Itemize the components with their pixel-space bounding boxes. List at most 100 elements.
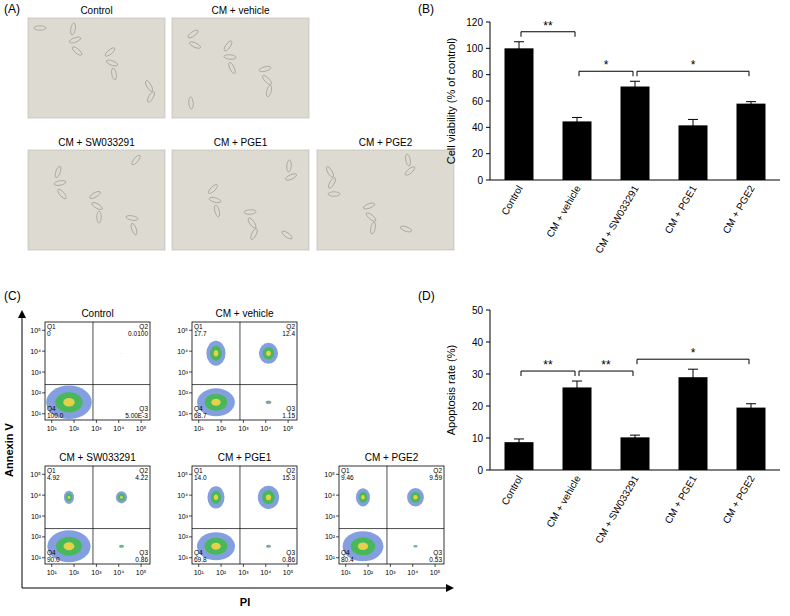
x-tick-label: 10³ <box>91 425 102 432</box>
population-core <box>121 402 122 403</box>
population <box>206 341 225 366</box>
x-tick <box>141 420 142 423</box>
x-tick-label: 10¹ <box>47 569 58 576</box>
image-title: CM + SW033291 <box>58 137 135 148</box>
x-tick-label: 10¹ <box>341 569 352 576</box>
significance-bracket: ** <box>579 358 633 376</box>
figure: (A)ControlCM + vehicleCM + SW033291CM + … <box>0 0 790 616</box>
gate-line-x <box>239 466 240 564</box>
significance-bracket: * <box>637 58 749 76</box>
population-mid <box>351 537 376 555</box>
y-tick <box>336 536 339 537</box>
cell-outline <box>54 166 62 179</box>
gate-line-x <box>239 322 240 420</box>
quadrant-value: 12.4 <box>282 330 295 337</box>
y-tick-label: 10⁴ <box>177 492 188 499</box>
population-outer <box>64 491 74 504</box>
gate-line-x <box>92 466 93 564</box>
x-tick-label: 10⁵ <box>136 569 147 576</box>
quadrant-value: 69.8 <box>194 556 207 563</box>
population-core <box>268 545 269 547</box>
y-tick-label: 10⁵ <box>30 327 41 334</box>
y-tick <box>189 557 192 558</box>
x-tick-label: 10⁵ <box>283 425 294 432</box>
population <box>46 385 92 419</box>
bar <box>737 408 766 470</box>
population-core <box>266 351 271 356</box>
x-tick <box>74 420 75 423</box>
error-cap <box>630 81 640 82</box>
population-outer <box>258 486 279 509</box>
population <box>121 352 123 354</box>
cell-outline <box>209 196 222 203</box>
population-mid <box>55 392 82 412</box>
x-tick <box>74 564 75 567</box>
populations <box>46 353 122 419</box>
y-axis-label: Cell viability (% of control) <box>445 38 457 165</box>
y-axis <box>490 310 491 470</box>
x-tick <box>368 564 369 567</box>
population-mid <box>205 394 228 411</box>
x-tick <box>390 564 391 567</box>
y-tick <box>486 180 490 181</box>
error-stem <box>693 369 694 385</box>
y-tick <box>189 392 192 393</box>
x-tick-label: 10⁵ <box>136 425 147 432</box>
x-tick-label: 10³ <box>91 569 102 576</box>
significance-text: ** <box>543 19 553 33</box>
populations <box>47 491 127 563</box>
y-tick <box>336 557 339 558</box>
y-tick <box>486 374 490 375</box>
cell-outline <box>70 23 76 36</box>
quadrant-value: 0.86 <box>135 556 148 563</box>
cell-outline <box>34 26 46 30</box>
quadrant-value: 4.22 <box>135 474 148 481</box>
quadrant-value: 9.59 <box>429 474 442 481</box>
y-tick <box>486 127 490 128</box>
y-tick <box>42 413 45 414</box>
population-core <box>361 495 365 500</box>
y-tick <box>189 495 192 496</box>
error-cap <box>572 393 582 394</box>
x-tick-label: 10¹ <box>47 425 58 432</box>
y-tick-label: 50 <box>472 305 484 316</box>
significance-bracket: ** <box>521 358 575 376</box>
error-stem <box>635 435 636 439</box>
population-core <box>63 398 74 406</box>
plot-frame <box>339 466 444 564</box>
cell-outline <box>126 215 139 221</box>
y-tick-label: 40 <box>472 122 484 133</box>
micrograph <box>28 18 165 118</box>
gate-line-y <box>192 384 297 385</box>
error-bar <box>514 439 524 445</box>
y-tick-label: 10⁴ <box>324 492 335 499</box>
x-tick-label: Control <box>499 474 525 507</box>
population-outer <box>266 400 272 404</box>
micrograph <box>172 18 309 118</box>
y-tick-label: 0 <box>477 175 483 186</box>
x-tick <box>198 564 199 567</box>
x-tick <box>435 564 436 567</box>
error-bar <box>630 435 640 439</box>
population-outer <box>206 341 225 366</box>
y-tick-label: 40 <box>472 337 484 348</box>
bars <box>505 42 766 180</box>
y-tick <box>42 372 45 373</box>
error-cap <box>688 119 698 120</box>
panel-label: (C) <box>4 289 21 303</box>
population <box>407 488 424 506</box>
x-tick-label: CM + PGE2 <box>720 183 757 235</box>
population-outer <box>266 545 271 548</box>
population-core <box>121 353 122 354</box>
population-mid <box>263 347 274 360</box>
y-tick <box>42 351 45 352</box>
y-tick <box>189 372 192 373</box>
population-core <box>68 496 71 499</box>
cell-outline <box>261 74 273 86</box>
y-tick <box>189 474 192 475</box>
micrograph <box>317 150 454 250</box>
x-tick <box>118 564 119 567</box>
error-cap <box>630 439 640 440</box>
population <box>207 486 224 508</box>
image-title: CM + PGE2 <box>359 137 413 148</box>
